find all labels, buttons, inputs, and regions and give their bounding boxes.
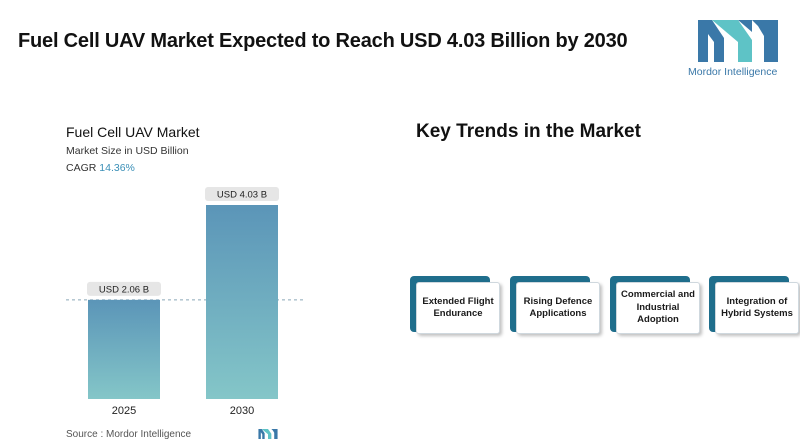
trend-card: Rising Defence Applications	[510, 276, 600, 334]
bar-chart: USD 2.06 B 2025 USD 4.03 B 2030	[66, 187, 304, 417]
trend-card: Commercial and Industrial Adoption	[610, 276, 700, 334]
trend-card: Integration of Hybrid Systems	[709, 276, 799, 334]
trend-card-body: Commercial and Industrial Adoption	[616, 282, 700, 334]
bar	[88, 299, 160, 399]
data-label: USD 2.06 B	[99, 284, 149, 295]
cagr-label: CAGR	[66, 162, 97, 174]
trend-label: Commercial and Industrial Adoption	[621, 289, 695, 326]
source-note: Source : Mordor Intelligence	[66, 429, 192, 440]
trend-label: Integration of Hybrid Systems	[721, 295, 793, 320]
data-label-box	[205, 187, 279, 201]
trend-card-body: Rising Defence Applications	[516, 282, 600, 334]
page-title: Fuel Cell UAV Market Expected to Reach U…	[18, 30, 628, 52]
data-label-box	[87, 281, 161, 296]
source-logo-icon	[258, 428, 278, 439]
trend-card-body: Extended Flight Endurance	[416, 282, 500, 334]
cagr-value: 14.36%	[99, 162, 135, 174]
mordor-intelligence-logo: Mordor Intelligence	[688, 16, 780, 82]
chart-subtitle: Market Size in USD Billion	[66, 145, 189, 157]
trend-card-body: Integration of Hybrid Systems	[715, 282, 799, 334]
logo-text: Mordor Intelligence	[688, 66, 778, 78]
trends-title: Key Trends in the Market	[416, 121, 641, 142]
trend-label: Extended Flight Endurance	[422, 295, 494, 320]
trend-label: Rising Defence Applications	[523, 295, 593, 320]
trend-card: Extended Flight Endurance	[410, 276, 500, 334]
mordor-logo-icon	[698, 20, 778, 62]
bar	[206, 205, 278, 399]
category-label: 2030	[230, 405, 254, 417]
chart-title: Fuel Cell UAV Market	[66, 124, 200, 140]
category-label: 2025	[112, 405, 136, 417]
chart-heading: Fuel Cell UAV Market Market Size in USD …	[66, 124, 200, 174]
cagr-line: CAGR 14.36%	[66, 162, 200, 174]
data-label: USD 4.03 B	[217, 190, 267, 201]
